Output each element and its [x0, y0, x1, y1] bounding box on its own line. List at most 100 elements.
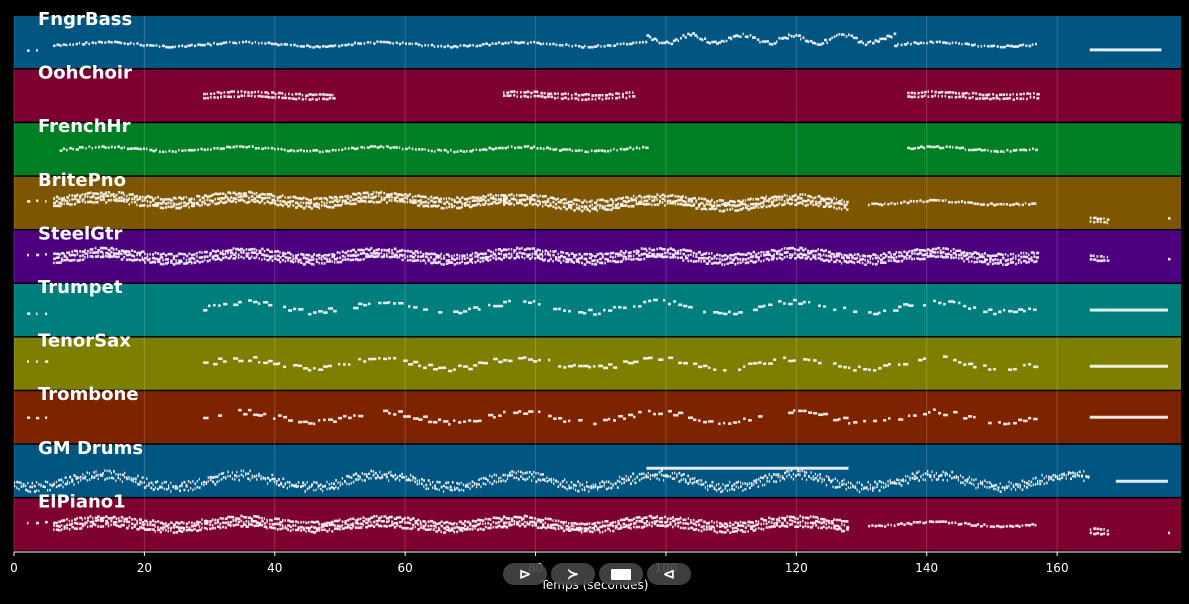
note: [1026, 486, 1029, 489]
note: [718, 422, 721, 426]
note: [583, 207, 586, 211]
note: [521, 517, 525, 521]
note: [918, 248, 922, 252]
note: [188, 198, 192, 201]
note: [71, 258, 74, 262]
note: [575, 528, 580, 531]
note: [216, 520, 220, 524]
note: [440, 257, 443, 261]
note: [71, 478, 74, 482]
note: [238, 359, 244, 363]
note: [443, 420, 449, 423]
note: [446, 44, 450, 48]
note: [814, 257, 817, 261]
note: [437, 528, 441, 532]
note: [568, 309, 571, 313]
note: [1008, 309, 1013, 313]
note: [92, 255, 94, 259]
note: [427, 528, 431, 532]
note: [558, 365, 562, 368]
note: [222, 249, 224, 253]
note: [688, 305, 693, 309]
note: [958, 361, 962, 364]
track-label: OohChoir: [38, 63, 132, 84]
note: [349, 254, 353, 257]
note: [247, 94, 250, 98]
note: [88, 42, 91, 46]
note: [491, 42, 494, 45]
note: [250, 191, 253, 195]
note: [348, 363, 351, 366]
note: [157, 487, 159, 491]
note: [141, 481, 143, 485]
note: [27, 481, 29, 485]
note: [691, 32, 696, 35]
note: [778, 195, 781, 199]
note: [742, 253, 745, 256]
note: [890, 259, 892, 262]
note: [1050, 475, 1053, 479]
note: [359, 199, 364, 203]
note: [694, 34, 698, 37]
note: [339, 251, 341, 255]
note: [928, 198, 933, 202]
note: [234, 478, 236, 481]
note: [320, 523, 324, 526]
note: [781, 198, 783, 201]
note: [260, 91, 263, 94]
note: [238, 474, 240, 478]
note: [801, 477, 803, 481]
note: [346, 197, 350, 200]
note: [950, 249, 952, 253]
note: [550, 480, 553, 484]
note: [141, 195, 144, 199]
note: [94, 200, 98, 204]
note: [817, 256, 821, 260]
note: [994, 254, 998, 258]
note: [753, 362, 758, 365]
note: [1006, 484, 1008, 488]
note: [935, 145, 940, 148]
note: [630, 254, 632, 258]
note: [238, 300, 242, 304]
note: [497, 247, 501, 251]
note: [245, 40, 248, 44]
note: [81, 193, 84, 196]
note: [973, 483, 975, 487]
note: [803, 470, 806, 474]
note: [110, 516, 114, 520]
note: [540, 95, 544, 98]
note: [302, 263, 306, 266]
note: [625, 474, 627, 478]
note: [143, 480, 145, 484]
note: [216, 257, 221, 261]
note: [934, 247, 938, 251]
note: [647, 475, 649, 479]
note: [76, 198, 80, 202]
note: [478, 483, 480, 486]
note: [476, 518, 481, 522]
note: [319, 487, 322, 491]
note: [245, 201, 249, 204]
note: [604, 204, 607, 208]
note: [323, 257, 327, 260]
note: [609, 208, 613, 212]
note: [502, 201, 507, 204]
note: [771, 43, 774, 46]
note: [456, 206, 460, 210]
note: [567, 522, 570, 525]
note: [757, 478, 760, 481]
note: [513, 470, 515, 474]
note: [700, 260, 703, 263]
note: [708, 207, 712, 211]
note: [311, 93, 315, 97]
note: [856, 488, 858, 492]
note: [281, 258, 284, 262]
note: [440, 44, 443, 48]
note: [237, 248, 242, 252]
note: [768, 250, 770, 254]
note: [465, 484, 468, 487]
note: [523, 91, 527, 94]
note: [1059, 474, 1061, 477]
note: [643, 357, 649, 360]
